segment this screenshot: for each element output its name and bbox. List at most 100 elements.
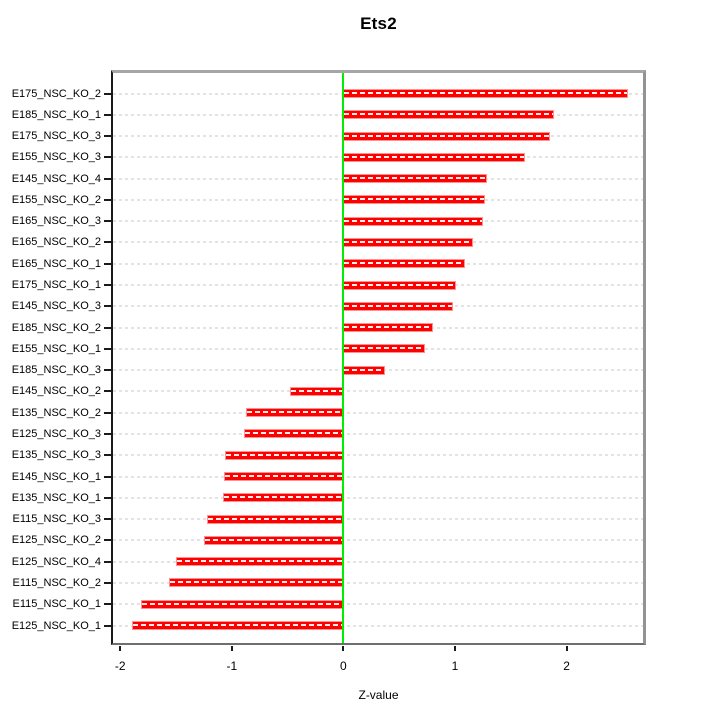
bar-E125_NSC_KO_2	[203, 535, 344, 545]
y-axis-label: E185_NSC_KO_2	[11, 321, 101, 334]
x-axis-tick-label: 2	[563, 659, 570, 673]
y-axis-tick	[104, 454, 111, 457]
y-axis-label: E125_NSC_KO_3	[11, 427, 101, 440]
bar-E125_NSC_KO_1	[132, 621, 344, 630]
x-axis-tick	[565, 646, 568, 651]
bar-center-dashes	[344, 219, 482, 222]
y-axis-tick	[104, 284, 111, 287]
y-axis-tick	[104, 475, 111, 478]
gridline	[113, 560, 643, 563]
y-axis-tick	[104, 411, 111, 414]
y-axis-tick	[104, 581, 111, 584]
bar-center-dashes	[344, 134, 549, 137]
x-axis-tick	[119, 646, 122, 651]
bar-center-dashes	[344, 92, 627, 94]
y-axis-tick	[104, 432, 111, 435]
y-axis-label: E145_NSC_KO_4	[11, 172, 101, 185]
y-axis-tick	[104, 326, 111, 329]
gridline	[113, 432, 643, 435]
bar-center-dashes	[290, 389, 343, 392]
bar-center-dashes	[247, 411, 343, 414]
y-axis-tick	[104, 241, 111, 244]
y-axis-label: E145_NSC_KO_2	[11, 385, 101, 398]
y-axis-label: E155_NSC_KO_2	[11, 193, 101, 206]
bar-center-dashes	[344, 304, 452, 307]
y-axis-label: E165_NSC_KO_3	[11, 215, 101, 228]
bar-center-dashes	[133, 624, 343, 626]
x-axis-title: Z-value	[358, 688, 399, 702]
y-axis-label: E135_NSC_KO_3	[11, 449, 101, 462]
y-axis-label: E145_NSC_KO_3	[11, 300, 101, 313]
gridline	[113, 518, 643, 521]
bar-E165_NSC_KO_1	[343, 259, 466, 269]
bar-E135_NSC_KO_2	[246, 408, 344, 418]
y-axis-tick	[104, 347, 111, 350]
bar-center-dashes	[344, 347, 424, 350]
y-axis-tick	[104, 539, 111, 542]
bar-E115_NSC_KO_2	[169, 578, 344, 588]
y-axis-tick	[104, 92, 111, 95]
bar-center-dashes	[344, 283, 456, 286]
y-axis-tick	[104, 496, 111, 499]
y-axis-label: E175_NSC_KO_2	[11, 87, 101, 100]
y-axis-tick	[104, 156, 111, 159]
bar-E165_NSC_KO_2	[343, 237, 473, 247]
gridline	[113, 581, 643, 584]
bar-E135_NSC_KO_3	[225, 450, 344, 460]
gridline	[113, 624, 643, 627]
y-axis-tick	[104, 113, 111, 116]
y-axis-label: E115_NSC_KO_3	[12, 513, 101, 526]
chart-title: Ets2	[360, 14, 397, 33]
bar-E155_NSC_KO_3	[343, 152, 526, 162]
bar-E125_NSC_KO_3	[244, 429, 344, 439]
bar-E175_NSC_KO_2	[343, 89, 628, 98]
y-axis-tick	[104, 177, 111, 180]
bar-E115_NSC_KO_3	[207, 514, 344, 524]
bar-center-dashes	[208, 517, 343, 520]
bar-E145_NSC_KO_2	[289, 386, 344, 396]
y-axis-tick	[104, 135, 111, 138]
bar-center-dashes	[170, 581, 343, 584]
gridline	[113, 603, 643, 606]
gridline	[113, 411, 643, 414]
y-axis-label: E165_NSC_KO_2	[11, 236, 101, 249]
bar-E115_NSC_KO_1	[141, 599, 344, 609]
zero-reference-line	[342, 73, 345, 643]
y-axis-label: E115_NSC_KO_1	[12, 598, 101, 611]
bar-E185_NSC_KO_2	[343, 323, 433, 333]
bar-center-dashes	[142, 602, 343, 605]
gridline	[113, 390, 643, 393]
gridline	[113, 475, 643, 478]
bar-center-dashes	[344, 113, 554, 116]
bar-center-dashes	[344, 198, 485, 201]
bar-E145_NSC_KO_4	[343, 174, 488, 184]
bar-center-dashes	[223, 496, 343, 499]
y-axis-tick	[104, 624, 111, 627]
y-axis-label: E125_NSC_KO_2	[11, 534, 101, 547]
y-axis-label: E115_NSC_KO_2	[12, 576, 101, 589]
x-axis-tick	[230, 646, 233, 651]
y-axis-label: E135_NSC_KO_2	[11, 406, 101, 419]
bar-center-dashes	[344, 368, 384, 371]
bar-center-dashes	[245, 432, 343, 435]
y-axis-label: E135_NSC_KO_1	[11, 491, 101, 504]
y-axis-label: E155_NSC_KO_1	[11, 342, 101, 355]
bar-center-dashes	[344, 262, 465, 265]
bar-center-dashes	[344, 326, 432, 329]
bar-E125_NSC_KO_4	[176, 557, 344, 567]
bar-center-dashes	[344, 177, 487, 180]
x-axis-tick-label: 1	[451, 659, 459, 673]
y-axis-label: E145_NSC_KO_1	[11, 470, 101, 483]
x-axis-tick-label: -1	[226, 659, 238, 673]
gridline	[113, 496, 643, 499]
y-axis-tick	[104, 305, 111, 308]
y-axis-label: E155_NSC_KO_3	[11, 151, 101, 164]
bar-E155_NSC_KO_1	[343, 344, 425, 354]
bar-E175_NSC_KO_3	[343, 131, 550, 141]
gridline	[113, 454, 643, 457]
y-axis-tick	[104, 560, 111, 563]
bar-E185_NSC_KO_3	[343, 365, 385, 375]
y-axis-label: E185_NSC_KO_3	[11, 364, 101, 377]
bar-center-dashes	[224, 475, 343, 478]
